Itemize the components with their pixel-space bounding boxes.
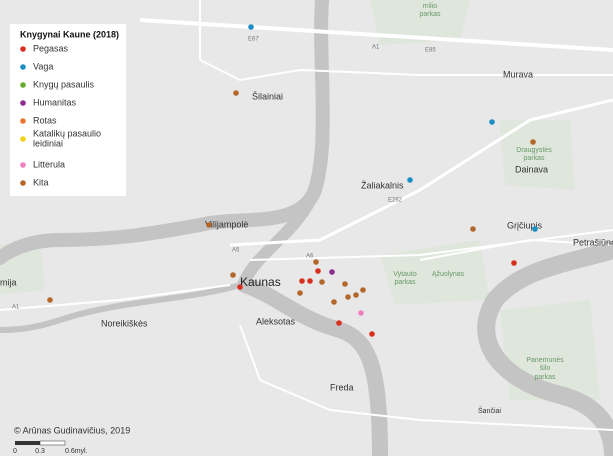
place-label: mija	[0, 277, 17, 287]
legend-swatch	[20, 64, 26, 70]
store-point	[299, 278, 305, 284]
scale-label: 0	[13, 448, 17, 455]
legend-swatch	[20, 180, 26, 186]
store-point	[233, 90, 239, 96]
place-label: Šančiai	[478, 406, 501, 415]
park-label: Draugystės	[516, 147, 552, 154]
place-label: Žaliakalnis	[361, 180, 404, 190]
store-points	[47, 24, 538, 337]
road-label: E85	[425, 48, 436, 54]
store-point	[319, 279, 325, 285]
park-label: parkas	[419, 11, 441, 18]
store-point	[511, 260, 517, 266]
store-point	[237, 284, 243, 290]
place-label: Vilijampolė	[205, 219, 248, 229]
store-point	[230, 272, 236, 278]
legend-label: Kita	[33, 177, 49, 187]
legend-box	[10, 24, 126, 196]
store-point	[313, 259, 319, 265]
store-point	[336, 320, 342, 326]
park-label: Vytauto	[393, 271, 417, 278]
scale-bar: 0 0.3 0.6myl.	[13, 440, 88, 455]
store-point	[530, 139, 536, 145]
store-point	[331, 299, 337, 305]
road-label: A1	[12, 305, 20, 311]
park-label: šilo	[540, 365, 551, 372]
park-label: Panemunės	[526, 357, 564, 364]
park-label: parkas	[534, 374, 556, 381]
place-label: Noreikiškės	[101, 318, 148, 328]
store-point	[470, 226, 476, 232]
store-point	[307, 278, 313, 284]
store-point	[47, 297, 53, 303]
store-point	[342, 281, 348, 287]
road-label: A1	[372, 45, 380, 51]
legend-label: leidiniai	[33, 138, 63, 148]
legend-label: Rotas	[33, 115, 57, 125]
store-point	[360, 287, 366, 293]
park-label: parkas	[394, 279, 416, 286]
legend-swatch	[20, 136, 26, 142]
legend: Knygynai Kaune (2018) Pegasas Vaga Knygų p…	[10, 24, 126, 196]
legend-label: Humanitas	[33, 97, 77, 107]
store-point	[358, 310, 364, 316]
park-label: parkas	[523, 155, 545, 162]
legend-label: Katalikų pasaulio	[33, 128, 101, 138]
store-point	[315, 268, 321, 274]
place-label: Freda	[330, 382, 354, 392]
legend-label: Pegasas	[33, 43, 69, 53]
scale-label: 0.3	[35, 448, 45, 455]
scale-label: 0.6myl.	[65, 448, 88, 455]
legend-swatch	[20, 46, 26, 52]
legend-swatch	[20, 162, 26, 168]
store-point	[369, 331, 375, 337]
store-point	[329, 269, 335, 275]
labels: E67 A1 E85 E262 A6 A5 A1 Murava Šilainia…	[0, 3, 613, 415]
store-point	[532, 226, 538, 232]
legend-swatch	[20, 82, 26, 88]
road-label: E262	[388, 198, 403, 204]
legend-title: Knygynai Kaune (2018)	[20, 29, 119, 39]
place-label: Aleksotas	[256, 316, 296, 326]
store-point	[206, 222, 212, 228]
roads	[0, 0, 613, 431]
legend-label: Vaga	[33, 61, 53, 71]
road-label: A5	[232, 248, 240, 254]
place-label: Šilainiai	[252, 91, 283, 101]
place-label: Murava	[503, 69, 533, 79]
store-point	[353, 292, 359, 298]
store-point	[407, 177, 413, 183]
legend-swatch	[20, 100, 26, 106]
legend-items: Pegasas Vaga Knygų pasaulis Humanitas Rotas K…	[20, 43, 101, 187]
store-point	[248, 24, 254, 30]
place-label: Petrašiūnai	[573, 237, 613, 247]
store-point	[489, 119, 495, 125]
place-label: Dainava	[515, 164, 548, 174]
store-point	[345, 294, 351, 300]
store-point	[297, 290, 303, 296]
road-label: E67	[248, 37, 259, 43]
legend-swatch	[20, 118, 26, 124]
city-label: Kaunas	[240, 275, 281, 289]
road-label: A6	[306, 254, 314, 260]
legend-label: Litterula	[33, 159, 65, 169]
credit: © Arūnas Gudinavičius, 2019	[14, 425, 130, 435]
place-label: Grįčiupis	[507, 220, 543, 230]
park-label: Ąžuolynas	[432, 271, 465, 278]
park-label: milio	[423, 3, 437, 10]
legend-label: Knygų pasaulis	[33, 79, 95, 89]
